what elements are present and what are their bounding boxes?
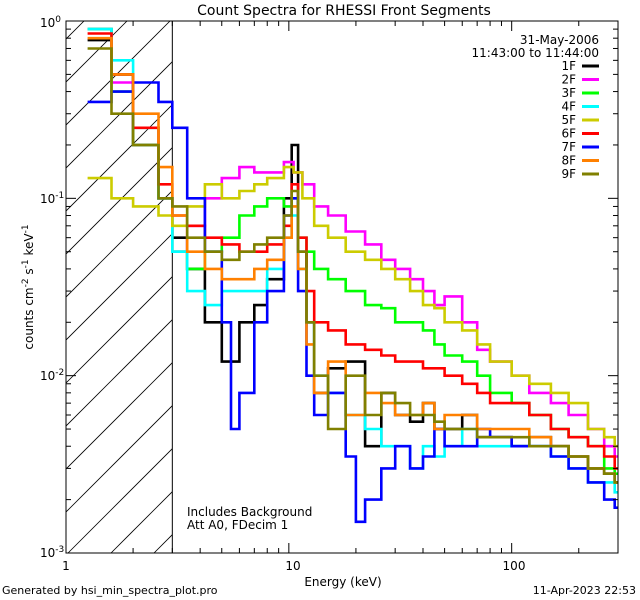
legend-label-2f: 2F [561,73,576,87]
x-axis-label: Energy (keV) [304,575,381,589]
hatch-line [66,61,173,169]
series-line-4f [87,27,618,494]
legend-label-7f: 7F [561,140,576,154]
legend-label-5f: 5F [561,113,576,127]
y-tick-label-1e-3: 10-3 [40,545,64,560]
annotation-background: Includes Background [187,505,312,519]
hatch-line [66,362,173,470]
legend-label-1f: 1F [561,59,576,73]
series-line-8f [87,36,618,484]
spectra-series-group [87,27,618,524]
hatch-lines [0,13,640,553]
hatch-line [66,233,173,341]
hatch-line [0,13,6,553]
x-tick-label-10: 10 [285,559,300,573]
legend-label-3f: 3F [561,86,576,100]
hatch-line [455,13,640,553]
y-axis-label: counts cm-2 s-1 keV-1 [21,224,36,349]
x-tick-label-1: 1 [62,559,70,573]
axis-ticks [65,20,619,554]
series-line-7f [87,81,618,524]
hatch-line [240,13,640,553]
series-line-6f [87,32,618,470]
observation-date: 31-May-2006 [520,33,599,47]
footer-generated-by: Generated by hsi_min_spectra_plot.pro [2,584,218,597]
chart-title: Count Spectra for RHESSI Front Segments [197,3,491,19]
hatch-line [412,13,640,553]
legend-label-8f: 8F [561,154,576,168]
plot-frame [65,20,619,554]
hatch-line [67,448,173,553]
observation-time-range: 11:43:00 to 11:44:00 [472,46,599,60]
series-line-2f [87,27,618,458]
hatch-line [66,147,173,255]
hatch-line [627,13,640,553]
y-tick-label-1e-2: 10-2 [40,368,64,383]
background-hatch-region [0,13,640,553]
hatch-line [66,319,173,427]
hatch-line [66,405,173,513]
legend-label-6f: 6F [561,127,576,141]
legend-label-9f: 9F [561,167,576,181]
hatch-line [66,21,85,40]
y-tick-label-1e0: 100 [40,15,61,30]
legend-label-4f: 4F [561,100,576,114]
hatch-line [66,276,173,384]
footer-timestamp: 11-Apr-2023 22:53 [533,584,636,597]
series-line-5f [87,165,618,448]
hatch-line [66,190,173,298]
series-line-9f [87,47,618,484]
y-tick-label-1e-1: 10-1 [40,191,64,206]
x-tick-label-100: 100 [503,559,526,573]
annotation-attenuator: Att A0, FDecim 1 [187,518,288,532]
